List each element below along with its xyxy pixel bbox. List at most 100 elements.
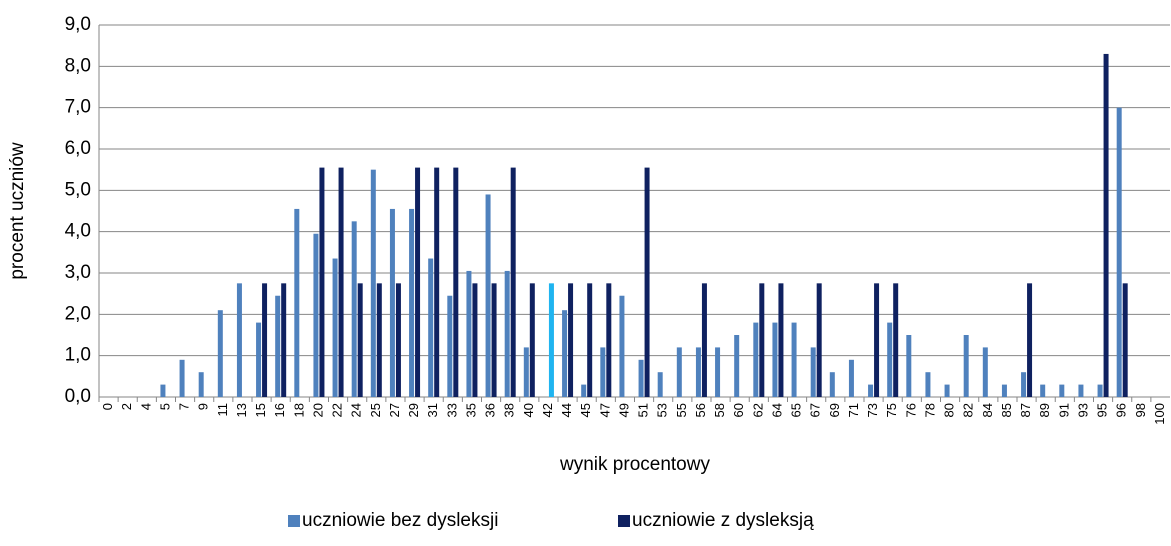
x-tick-label: 65 bbox=[789, 403, 804, 417]
bar bbox=[568, 283, 574, 397]
bar bbox=[657, 372, 663, 397]
bar bbox=[1059, 384, 1065, 397]
x-tick-label: 25 bbox=[368, 403, 383, 417]
bar bbox=[548, 283, 554, 397]
x-tick-label: 100 bbox=[1152, 403, 1167, 425]
bar bbox=[734, 335, 740, 397]
x-tick-label: 44 bbox=[559, 403, 574, 417]
x-axis-title: wynik procentowy bbox=[559, 454, 710, 475]
x-tick-label: 56 bbox=[693, 403, 708, 417]
x-tick-label: 89 bbox=[1037, 403, 1052, 417]
x-tick-label: 80 bbox=[942, 403, 957, 417]
x-tick-label: 96 bbox=[1114, 403, 1129, 417]
y-tick-label: 9,0 bbox=[65, 14, 91, 35]
x-tick-label: 60 bbox=[731, 403, 746, 417]
bar bbox=[281, 283, 287, 397]
x-tick-label: 36 bbox=[483, 403, 498, 417]
bar bbox=[198, 372, 204, 397]
bar bbox=[619, 295, 625, 397]
x-tick-label: 13 bbox=[234, 403, 249, 417]
bar bbox=[1103, 53, 1109, 397]
y-tick-label: 0,0 bbox=[65, 386, 91, 407]
bar bbox=[1027, 283, 1033, 397]
x-tick-label: 53 bbox=[655, 403, 670, 417]
x-tick-label: 24 bbox=[349, 403, 364, 417]
x-tick-label: 71 bbox=[846, 403, 861, 417]
bar bbox=[587, 283, 593, 397]
bar bbox=[644, 167, 650, 397]
bar bbox=[453, 167, 459, 397]
bar bbox=[581, 384, 587, 397]
x-tick-label: 73 bbox=[865, 403, 880, 417]
bar bbox=[428, 258, 434, 397]
bar bbox=[1021, 372, 1027, 397]
bar bbox=[874, 283, 880, 397]
bar bbox=[313, 233, 319, 397]
bar bbox=[778, 283, 784, 397]
bar bbox=[906, 335, 912, 397]
bar bbox=[982, 347, 988, 397]
bar bbox=[357, 283, 363, 397]
bar bbox=[695, 347, 701, 397]
bar bbox=[600, 347, 606, 397]
bar bbox=[217, 310, 223, 397]
x-tick-label: 35 bbox=[463, 403, 478, 417]
x-tick-label: 15 bbox=[253, 403, 268, 417]
bar bbox=[963, 335, 969, 397]
x-tick-label: 31 bbox=[425, 403, 440, 417]
bar bbox=[370, 169, 376, 397]
x-tick-label: 85 bbox=[999, 403, 1014, 417]
bar bbox=[848, 359, 854, 397]
bar bbox=[529, 283, 535, 397]
x-tick-label: 0 bbox=[100, 403, 115, 410]
legend-label: uczniowie z dysleksją bbox=[632, 510, 814, 531]
bar bbox=[376, 283, 382, 397]
x-tick-label: 27 bbox=[387, 403, 402, 417]
x-tick-label: 98 bbox=[1133, 403, 1148, 417]
bar bbox=[160, 384, 166, 397]
bar bbox=[332, 258, 338, 397]
bar bbox=[638, 359, 644, 397]
y-tick-label: 1,0 bbox=[65, 345, 91, 366]
bar bbox=[676, 347, 682, 397]
x-tick-label: 49 bbox=[616, 403, 631, 417]
x-tick-label: 64 bbox=[769, 403, 784, 417]
x-tick-label: 29 bbox=[406, 403, 421, 417]
x-tick-label: 82 bbox=[961, 403, 976, 417]
bar bbox=[810, 347, 816, 397]
legend-swatch bbox=[618, 515, 630, 527]
y-tick-label: 4,0 bbox=[65, 221, 91, 242]
bar bbox=[415, 167, 421, 397]
x-tick-label: 58 bbox=[712, 403, 727, 417]
bar bbox=[1122, 283, 1128, 397]
legend-swatch bbox=[288, 515, 300, 527]
x-tick-label: 76 bbox=[903, 403, 918, 417]
bar bbox=[893, 283, 899, 397]
bar bbox=[701, 283, 707, 397]
bar bbox=[772, 322, 778, 397]
bar bbox=[606, 283, 612, 397]
bar bbox=[759, 283, 765, 397]
x-tick-label: 7 bbox=[177, 403, 192, 410]
bar bbox=[925, 372, 931, 397]
bar bbox=[715, 347, 721, 397]
x-tick-label: 69 bbox=[827, 403, 842, 417]
bar bbox=[816, 283, 822, 397]
y-tick-label: 3,0 bbox=[65, 262, 91, 283]
bar bbox=[491, 283, 497, 397]
x-tick-label: 95 bbox=[1095, 403, 1110, 417]
bar bbox=[523, 347, 529, 397]
x-tick-label: 91 bbox=[1056, 403, 1071, 417]
bar bbox=[887, 322, 893, 397]
x-tick-label: 75 bbox=[884, 403, 899, 417]
y-tick-label: 7,0 bbox=[65, 97, 91, 118]
bar bbox=[434, 167, 440, 397]
x-tick-label: 51 bbox=[636, 403, 651, 417]
y-tick-label: 5,0 bbox=[65, 179, 91, 200]
bar bbox=[791, 322, 797, 397]
bar bbox=[1097, 384, 1103, 397]
bar bbox=[179, 359, 185, 397]
bar bbox=[829, 372, 835, 397]
x-tick-label: 5 bbox=[157, 403, 172, 410]
